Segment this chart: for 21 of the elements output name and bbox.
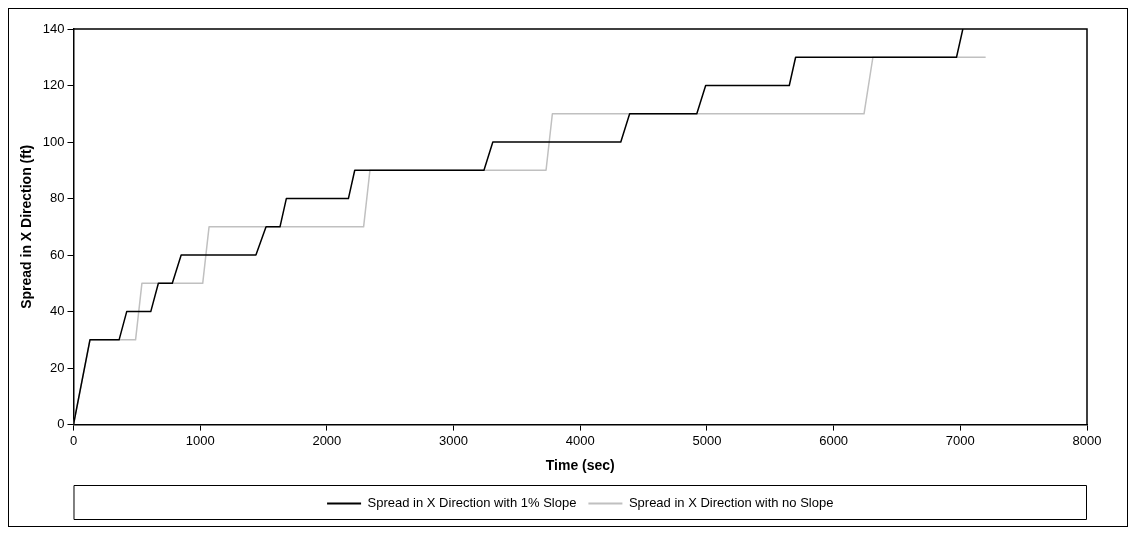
x-tick-label: 0: [69, 432, 78, 448]
x-tick-label: 3000: [439, 432, 469, 448]
x-tick-label: 4000: [565, 432, 595, 448]
y-tick-label: 40: [50, 303, 65, 319]
x-axis-title: Time (sec): [545, 457, 615, 474]
y-axis-title: Spread in X Direction (ft): [18, 144, 35, 309]
y-tick-label: 100: [42, 133, 65, 149]
y-tick-label: 80: [50, 190, 65, 206]
y-tick-label: 20: [50, 359, 65, 375]
legend-label: Spread in X Direction with 1% Slope: [367, 495, 577, 511]
x-tick-label: 1000: [185, 432, 215, 448]
x-tick-label: 8000: [1072, 432, 1102, 448]
x-tick-label: 7000: [945, 432, 975, 448]
x-tick-label: 5000: [692, 432, 722, 448]
legend-label: Spread in X Direction with no Slope: [628, 495, 834, 511]
y-tick-label: 0: [57, 416, 65, 432]
y-tick-label: 140: [42, 20, 65, 36]
x-tick-label: 6000: [819, 432, 849, 448]
y-tick-label: 120: [42, 77, 65, 93]
x-tick-label: 2000: [312, 432, 342, 448]
y-tick-label: 60: [50, 246, 65, 262]
